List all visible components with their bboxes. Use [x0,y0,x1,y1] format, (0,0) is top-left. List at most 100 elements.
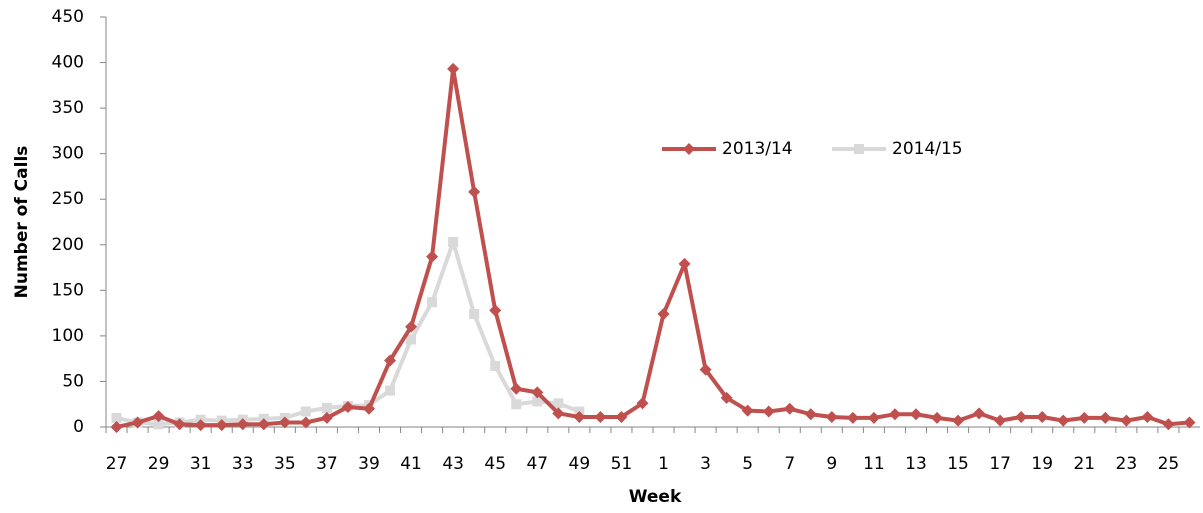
data-point [804,408,817,421]
data-point [111,412,122,423]
data-point [994,414,1007,427]
data-point [405,320,418,333]
x-tick-label: 47 [526,454,548,474]
data-point [426,250,439,263]
x-tick-label: 19 [1031,454,1053,474]
y-tick-label: 50 [62,371,84,391]
data-point [973,407,986,420]
x-tick-label: 27 [106,454,128,474]
x-tick-label: 41 [400,454,422,474]
legend-marker [854,144,864,154]
data-point [1099,411,1112,424]
y-tick-label: 450 [52,7,84,27]
data-point [153,419,164,430]
data-point [236,418,249,431]
data-point [468,185,481,198]
data-point [173,418,186,431]
data-point [532,396,543,407]
data-point [531,386,544,399]
data-point [406,334,417,345]
data-point [278,416,291,429]
x-tick-label: 9 [826,454,837,474]
series-line [116,66,1190,429]
data-point [1120,414,1133,427]
data-point [867,411,880,424]
x-tick-label: 49 [569,454,591,474]
data-point [825,410,838,423]
data-point [1162,418,1175,431]
data-point [469,309,480,320]
y-tick-label: 350 [52,98,84,118]
data-point [1036,410,1049,423]
data-point [1078,411,1091,424]
y-tick-label: 300 [52,144,84,164]
y-tick-label: 100 [52,326,84,346]
data-point [636,397,649,410]
x-tick-label: 39 [358,454,380,474]
data-point [678,257,691,270]
data-point [741,404,754,417]
data-point [131,416,144,429]
legend-label: 2013/14 [722,139,793,159]
data-point [427,297,438,308]
legend-label: 2014/15 [892,139,963,159]
data-point [846,411,859,424]
data-point [552,407,565,420]
data-point [1183,416,1196,429]
x-tick-label: 23 [1116,454,1138,474]
data-point [299,416,312,429]
y-axis-title: Number of Calls [12,146,32,299]
x-tick-label: 13 [905,454,927,474]
x-tick-label: 3 [700,454,711,474]
x-tick-label: 37 [316,454,338,474]
data-point [573,410,586,423]
x-tick-label: 15 [947,454,969,474]
data-point [215,419,228,432]
x-tick-label: 33 [232,454,254,474]
x-tick-label: 21 [1073,454,1095,474]
data-point [362,402,375,415]
x-tick-label: 25 [1158,454,1180,474]
x-tick-label: 7 [784,454,795,474]
x-tick-label: 51 [611,454,633,474]
y-tick-label: 250 [52,189,84,209]
data-point [448,237,459,248]
data-point [300,406,311,417]
data-point [931,411,944,424]
data-point [762,405,775,418]
data-point [952,414,965,427]
x-tick-label: 29 [148,454,170,474]
x-tick-label: 17 [989,454,1011,474]
data-point [110,421,123,433]
data-point [447,62,460,75]
data-point [490,360,501,371]
data-point [553,398,564,409]
legend-marker [683,143,695,155]
data-point [720,391,733,404]
data-point [320,411,333,424]
data-point [783,402,796,415]
x-tick-label: 11 [863,454,885,474]
data-point [1141,410,1154,423]
data-point [152,410,165,423]
data-point [594,410,607,423]
data-point [1015,410,1028,423]
data-point [511,399,522,410]
x-tick-label: 45 [484,454,506,474]
data-point [657,308,670,321]
data-point [699,363,712,376]
y-tick-label: 150 [52,280,84,300]
data-point [385,385,396,396]
data-point [194,419,207,432]
y-tick-label: 0 [73,417,84,437]
y-tick-label: 400 [52,53,84,73]
data-point [1057,414,1070,427]
data-point [257,418,270,431]
x-tick-label: 35 [274,454,296,474]
y-tick-label: 200 [52,235,84,255]
data-point [510,382,523,395]
x-tick-label: 5 [742,454,753,474]
data-point [489,304,502,317]
x-tick-label: 43 [442,454,464,474]
